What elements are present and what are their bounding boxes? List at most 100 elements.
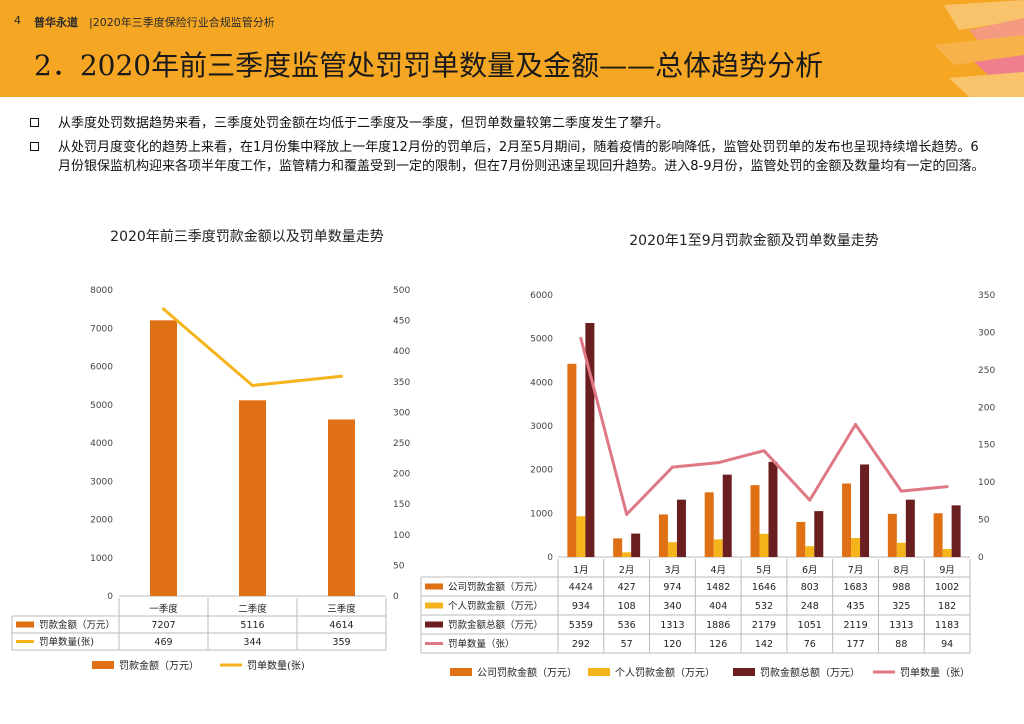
y-right-tick-label: 100: [978, 478, 995, 488]
data-label: 57: [621, 639, 633, 650]
checkbox-bullet-icon: [30, 118, 39, 127]
y-left-tick-label: 5000: [90, 401, 113, 411]
bar-3: [860, 464, 870, 557]
chart2-title: 2020年1至9月罚款金额及罚单数量走势: [629, 233, 878, 249]
page-number: 4: [14, 14, 21, 27]
line-series: [162, 307, 342, 387]
report-name: |2020年三季度保险行业合规监管分析: [89, 16, 275, 29]
bar-2: [942, 549, 952, 557]
x-tick-label: 一季度: [149, 603, 178, 615]
bar-1: [933, 513, 943, 557]
y-right-tick-label: 350: [393, 378, 410, 388]
table-swatch: [425, 583, 443, 590]
y-right-tick-label: 350: [978, 291, 995, 301]
bar-1: [150, 320, 177, 596]
y-right-tick-label: 0: [393, 592, 399, 602]
line-point: [808, 498, 812, 502]
data-label: 1482: [706, 582, 730, 593]
data-label: 340: [663, 601, 681, 612]
data-label: 182: [938, 601, 956, 612]
bar-1: [567, 363, 577, 557]
table-swatch: [425, 602, 443, 609]
data-label: 76: [804, 639, 816, 650]
line-point: [670, 465, 674, 469]
data-label: 88: [895, 639, 907, 650]
bar-2: [713, 539, 723, 557]
table-series-label: 公司罚款金额（万元）: [448, 581, 543, 593]
data-label: 344: [243, 637, 261, 648]
data-label: 325: [892, 601, 910, 612]
line-point: [762, 449, 766, 453]
legend-label: 罚单数量（张）: [900, 666, 970, 679]
data-label: 2119: [843, 620, 867, 631]
y-left-tick-label: 1000: [530, 509, 553, 519]
bar-1: [328, 419, 355, 596]
data-label: 536: [618, 620, 636, 631]
chart1-title: 2020年前三季度罚款金额以及罚单数量走势: [110, 228, 384, 245]
data-label: 94: [941, 639, 953, 650]
bar-1: [750, 485, 760, 557]
x-tick-label: 9月: [939, 565, 955, 576]
table-series-label: 罚款金额总额（万元）: [448, 619, 543, 631]
x-tick-label: 6月: [802, 565, 818, 576]
line-series: [579, 338, 948, 516]
data-label: 435: [846, 601, 864, 612]
line-point: [854, 423, 858, 427]
y-right-tick-label: 100: [393, 531, 410, 541]
y-right-tick-label: 200: [393, 470, 410, 480]
bar-2: [667, 542, 677, 557]
line-point: [716, 461, 720, 465]
y-right-tick-label: 150: [393, 500, 410, 510]
bar-3: [631, 533, 641, 557]
bar-3: [951, 505, 961, 557]
bar-1: [842, 483, 852, 557]
bar-1: [704, 492, 714, 557]
line-point: [162, 307, 165, 311]
legend-label: 罚款金额（万元）: [119, 659, 199, 672]
y-right-tick-label: 150: [978, 441, 995, 451]
x-tick-label: 7月: [848, 565, 864, 576]
y-right-tick-label: 50: [393, 561, 405, 571]
data-label: 4424: [569, 582, 593, 593]
data-label: 5359: [569, 620, 593, 631]
data-label: 1313: [660, 620, 684, 631]
data-label: 1646: [752, 582, 776, 593]
x-tick-label: 2月: [619, 565, 635, 576]
table-series-label: 个人罚款金额（万元）: [448, 600, 543, 612]
x-tick-label: 3月: [665, 565, 681, 576]
data-label: 427: [618, 582, 636, 593]
bar-3: [676, 499, 686, 557]
data-label: 1183: [935, 620, 959, 631]
data-label: 469: [154, 637, 172, 648]
legend-swatch: [733, 668, 755, 676]
bar-3: [814, 511, 824, 557]
y-right-tick-label: 250: [393, 439, 410, 449]
header-decoration: [934, 0, 1024, 97]
data-label: 404: [709, 601, 727, 612]
data-label: 359: [332, 637, 350, 648]
y-right-tick-label: 300: [978, 328, 995, 338]
y-left-tick-label: 6000: [530, 291, 553, 301]
data-label: 142: [755, 639, 773, 650]
data-label: 1683: [843, 582, 867, 593]
line-point: [625, 512, 629, 516]
y-left-tick-label: 1000: [90, 554, 113, 564]
data-label: 292: [572, 639, 590, 650]
data-label: 177: [846, 639, 864, 650]
table-swatch: [425, 621, 443, 628]
slide-header: 4 普华永道 |2020年三季度保险行业合规监管分析 2．2020年前三季度监管…: [0, 0, 1024, 97]
y-left-tick-label: 6000: [90, 363, 113, 373]
y-left-tick-label: 2000: [530, 466, 553, 476]
y-right-tick-label: 450: [393, 317, 410, 327]
y-right-tick-label: 200: [978, 403, 995, 413]
x-tick-label: 4月: [710, 565, 726, 576]
data-label: 988: [892, 582, 910, 593]
data-label: 532: [755, 601, 773, 612]
bar-2: [576, 516, 586, 557]
checkbox-bullet-icon: [30, 142, 39, 151]
y-left-tick-label: 3000: [530, 422, 553, 432]
line-point: [945, 485, 949, 489]
data-label: 126: [709, 639, 727, 650]
bar-1: [239, 400, 266, 596]
